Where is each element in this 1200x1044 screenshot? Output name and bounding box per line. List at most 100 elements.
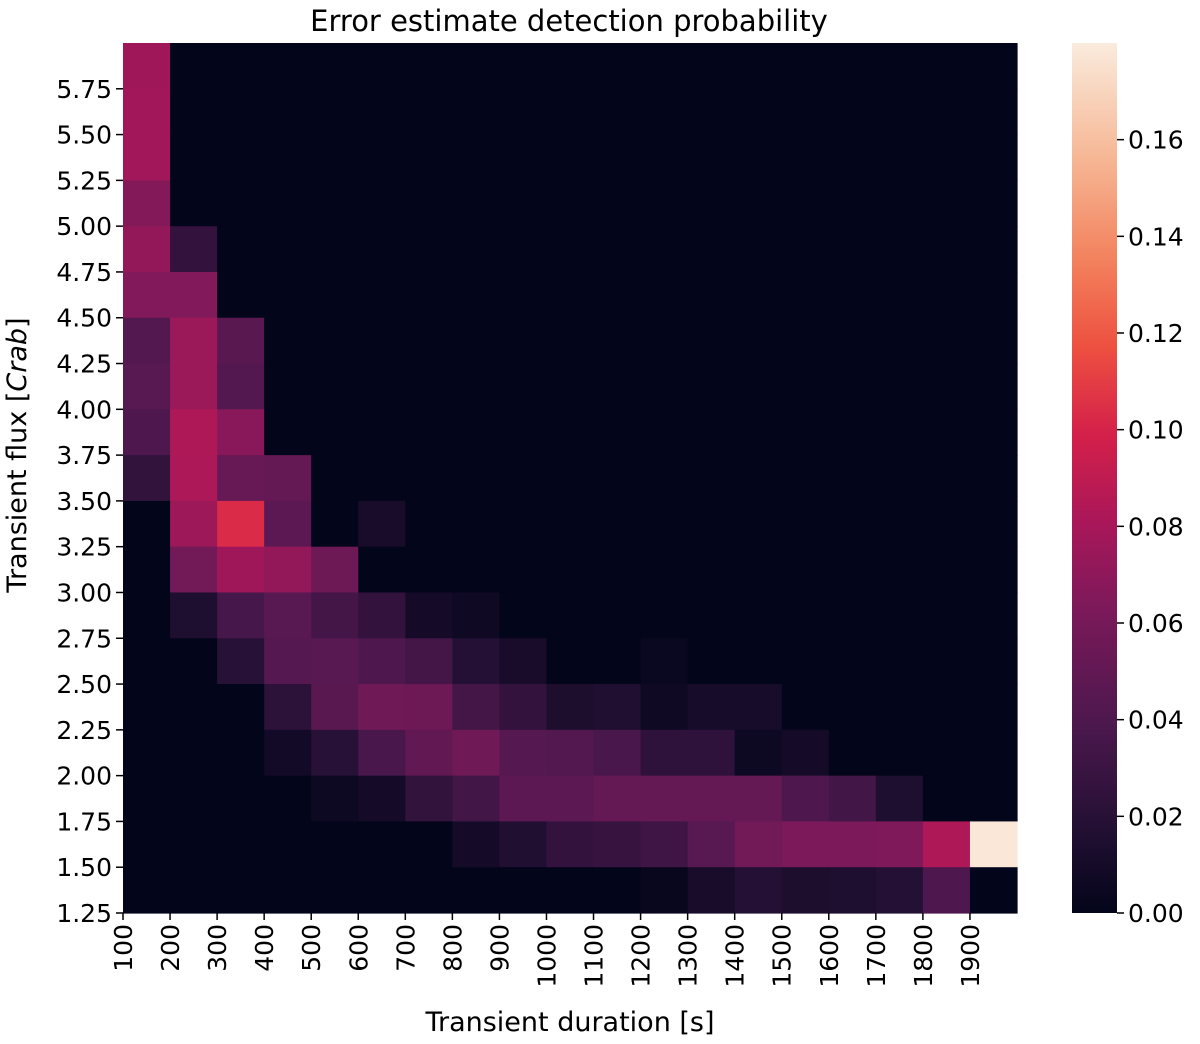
heatmap-cell bbox=[781, 546, 830, 594]
heatmap-cell bbox=[499, 271, 548, 319]
heatmap-cell bbox=[781, 729, 830, 777]
heatmap-cell bbox=[593, 409, 642, 456]
heatmap-cell bbox=[123, 729, 171, 777]
heatmap-cell bbox=[922, 88, 971, 136]
heatmap-cell bbox=[828, 684, 877, 731]
heatmap-cell bbox=[593, 775, 642, 823]
heatmap-cell bbox=[828, 729, 877, 777]
x-tick-label: 100 bbox=[109, 924, 138, 972]
heatmap-cell bbox=[358, 775, 406, 823]
colorbar-tick-label: 0.04 bbox=[1128, 706, 1184, 735]
heatmap-cell bbox=[828, 867, 877, 914]
heatmap-cell bbox=[217, 638, 265, 685]
heatmap-cell bbox=[358, 363, 406, 410]
heatmap-cell bbox=[546, 43, 595, 90]
heatmap-cell bbox=[828, 317, 877, 365]
heatmap-cell bbox=[734, 134, 783, 181]
heatmap-cell bbox=[828, 43, 877, 90]
heatmap-cell bbox=[452, 43, 501, 90]
heatmap-cell bbox=[452, 363, 501, 410]
heatmap-cell bbox=[170, 409, 218, 456]
heatmap-cell bbox=[593, 134, 642, 181]
y-tick-label: 5.50 bbox=[56, 121, 112, 150]
x-tick-label: 1200 bbox=[627, 924, 656, 988]
heatmap-cell bbox=[311, 88, 359, 136]
heatmap-cell bbox=[217, 867, 265, 914]
heatmap-cell bbox=[405, 500, 453, 548]
heatmap-cell bbox=[734, 729, 783, 777]
heatmap-cell bbox=[217, 409, 265, 456]
heatmap-cell bbox=[499, 729, 548, 777]
heatmap-cell bbox=[405, 592, 453, 639]
colorbar-tick-label: 0.00 bbox=[1128, 899, 1184, 928]
heatmap-cell bbox=[922, 226, 971, 273]
heatmap-cell bbox=[969, 226, 1018, 273]
heatmap-cell bbox=[875, 455, 924, 502]
heatmap-cell bbox=[969, 409, 1018, 456]
heatmap-cell bbox=[123, 546, 171, 594]
heatmap-cell bbox=[217, 317, 265, 365]
heatmap-cell bbox=[499, 821, 548, 868]
heatmap-cell bbox=[264, 88, 312, 136]
x-tick-label: 1900 bbox=[956, 924, 985, 988]
heatmap-cell bbox=[405, 88, 453, 136]
y-tick-label: 3.00 bbox=[56, 578, 112, 607]
heatmap-cell bbox=[123, 684, 171, 731]
heatmap-cell bbox=[123, 821, 171, 868]
heatmap-cell bbox=[875, 821, 924, 868]
heatmap-cell bbox=[217, 775, 265, 823]
heatmap-cell bbox=[781, 500, 830, 548]
heatmap-cell bbox=[640, 363, 689, 410]
heatmap-cell bbox=[499, 684, 548, 731]
heatmap-cell bbox=[170, 455, 218, 502]
heatmap-cell bbox=[828, 88, 877, 136]
heatmap-cell bbox=[546, 684, 595, 731]
heatmap-cell bbox=[969, 638, 1018, 685]
heatmap-cell bbox=[546, 455, 595, 502]
heatmap-cell bbox=[687, 867, 736, 914]
heatmap-cell bbox=[123, 775, 171, 823]
y-axis-ticks: 5.75 5.50 5.25 5.00 4.75 4.50 4.25 4.00 3.75 3.50… bbox=[56, 75, 123, 928]
heatmap-cell bbox=[405, 455, 453, 502]
heatmap-cell bbox=[546, 409, 595, 456]
heatmap-cell bbox=[311, 684, 359, 731]
heatmap-cell bbox=[123, 180, 171, 227]
heatmap-cell bbox=[640, 775, 689, 823]
heatmap-cell bbox=[311, 134, 359, 181]
heatmap-cell bbox=[358, 821, 406, 868]
heatmap-cell bbox=[311, 729, 359, 777]
y-tick-label: 1.50 bbox=[56, 853, 112, 882]
heatmap-cell bbox=[593, 546, 642, 594]
heatmap-cell bbox=[358, 43, 406, 90]
colorbar-tick-label: 0.06 bbox=[1128, 609, 1184, 638]
heatmap-cell bbox=[922, 317, 971, 365]
x-tick-label: 1700 bbox=[862, 924, 891, 988]
heatmap-cell bbox=[922, 409, 971, 456]
heatmap-cell bbox=[123, 592, 171, 639]
heatmap-cell bbox=[687, 638, 736, 685]
heatmap-cell bbox=[734, 638, 783, 685]
heatmap-cell bbox=[217, 134, 265, 181]
y-tick-label: 4.50 bbox=[56, 304, 112, 333]
heatmap-cell bbox=[734, 500, 783, 548]
heatmap-cell bbox=[499, 546, 548, 594]
heatmap-cell bbox=[734, 88, 783, 136]
heatmap-cell bbox=[170, 729, 218, 777]
y-tick-label: 2.00 bbox=[56, 762, 112, 791]
heatmap-cell bbox=[452, 546, 501, 594]
heatmap-cell bbox=[452, 455, 501, 502]
heatmap-cell bbox=[264, 409, 312, 456]
heatmap-cell bbox=[170, 821, 218, 868]
heatmap-cell bbox=[264, 867, 312, 914]
heatmap-cell bbox=[546, 363, 595, 410]
heatmap-cell bbox=[687, 226, 736, 273]
heatmap-cell bbox=[311, 271, 359, 319]
heatmap-cell bbox=[687, 271, 736, 319]
heatmap-cell bbox=[123, 88, 171, 136]
heatmap-cell bbox=[311, 180, 359, 227]
heatmap-cell bbox=[499, 592, 548, 639]
heatmap-cell bbox=[687, 455, 736, 502]
x-tick-label: 1100 bbox=[580, 924, 609, 988]
y-tick-label: 4.25 bbox=[56, 350, 112, 379]
heatmap-cell bbox=[969, 317, 1018, 365]
